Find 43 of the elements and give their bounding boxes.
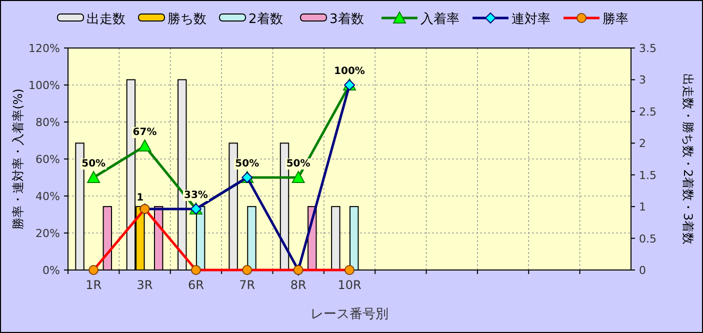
y2-axis-title: 出走数・勝ち数・2着数・3着数 (681, 73, 695, 245)
point (138, 140, 152, 152)
y2-tick-label: 1.5 (639, 168, 656, 182)
y-tick-label: 20% (36, 227, 60, 240)
y-tick-label: 100% (28, 79, 60, 92)
data-label: 50% (286, 158, 310, 170)
y2-tick-label: 3.5 (639, 42, 656, 55)
y-tick-label: 0% (42, 264, 60, 277)
legend-label: 2着数 (248, 11, 283, 27)
data-label: 50% (235, 158, 260, 170)
x-tick-label: 7R (239, 278, 256, 292)
x-tick-label: 10R (338, 278, 362, 292)
legend-label: 入着率 (420, 11, 460, 27)
x-axis-title: レース番号別 (310, 307, 388, 322)
legend-label: 勝ち数 (168, 12, 206, 27)
x-tick-label: 3R (136, 278, 153, 292)
legend-label: 3着数 (330, 11, 364, 27)
y2-tick-label: 1 (639, 200, 646, 214)
y-tick-label: 40% (36, 190, 60, 203)
x-tick-label: 8R (290, 278, 306, 292)
y2-tick-label: 0.5 (639, 232, 656, 246)
x-tick-label: 1R (86, 278, 102, 292)
data-label: 33% (184, 190, 208, 201)
legend-label: 出走数 (86, 12, 126, 27)
legend-label: 連対率 (512, 11, 550, 27)
y-tick-label: 60% (36, 153, 60, 166)
point (87, 171, 100, 183)
bar (331, 206, 340, 270)
y-axis-title: 勝率・連対率・入着率(%) (11, 88, 25, 230)
y-tick-label: 80% (36, 116, 60, 129)
bar (247, 206, 256, 270)
data-label: 67% (132, 127, 157, 138)
y2-tick-label: 0 (639, 264, 646, 277)
point (292, 171, 305, 183)
y2-tick-label: 2.5 (639, 105, 656, 118)
x-tick-label: 6R (188, 278, 204, 292)
y2-tick-label: 3 (639, 74, 646, 87)
data-label: 50% (82, 158, 106, 170)
legend-label: 勝率 (602, 11, 628, 27)
y-tick-label: 120% (28, 42, 60, 55)
data-label: 100% (334, 66, 365, 77)
data-label: 1 (136, 192, 144, 204)
y2-tick-label: 2 (639, 137, 646, 150)
